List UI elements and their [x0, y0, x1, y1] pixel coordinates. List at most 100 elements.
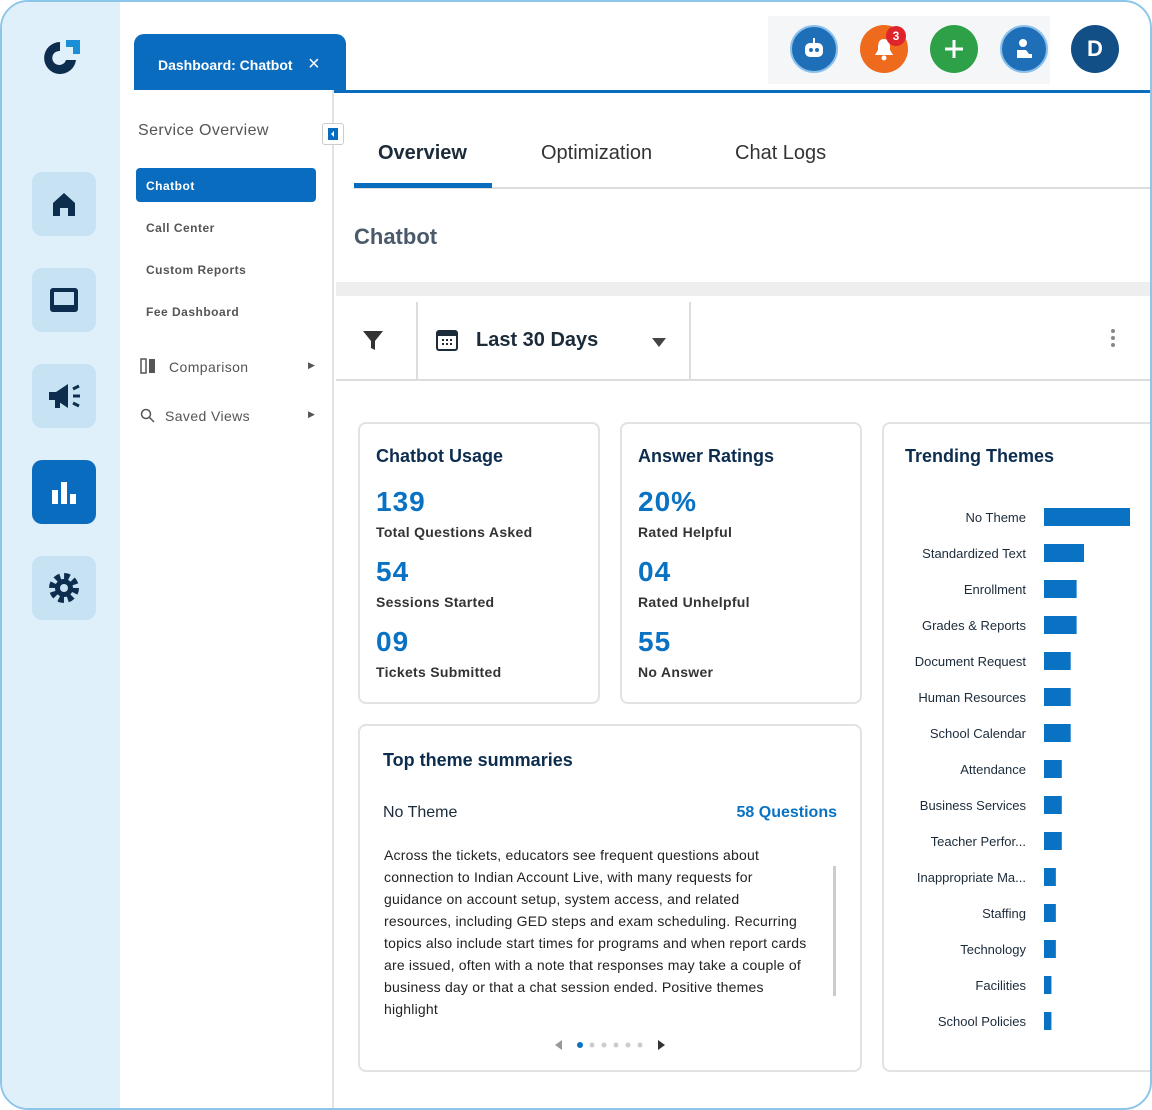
bar	[1044, 652, 1071, 670]
bar	[1044, 868, 1056, 886]
bar	[1044, 580, 1077, 598]
category-label: School Policies	[938, 1014, 1027, 1029]
side-group[interactable]: Comparison	[169, 359, 249, 375]
category-label: Inappropriate Ma...	[917, 870, 1026, 885]
metric-value: 20%	[638, 486, 698, 517]
side-item[interactable]: Chatbot	[136, 168, 316, 202]
bar	[1044, 724, 1071, 742]
metric-value: 09	[376, 626, 410, 657]
logo	[44, 40, 80, 74]
trending-card: Trending Themes No Theme Standardized Tex…	[882, 422, 1150, 1072]
metric-value: 55	[638, 626, 672, 657]
tabs-rule	[354, 187, 1150, 189]
theme-count: 58 Questions	[736, 804, 837, 821]
filter-icon[interactable]	[362, 330, 386, 352]
usage-card: Chatbot Usage 139 Total Questions Asked …	[358, 422, 600, 704]
search-icon	[140, 408, 155, 423]
screen-button[interactable]	[32, 268, 96, 332]
bar	[1044, 688, 1071, 706]
nav-rail	[2, 2, 120, 1108]
side-panel: Service Overview Chatbot Call Center Cus…	[120, 90, 334, 1108]
metric-label: No Answer	[638, 664, 714, 680]
expand-arrow[interactable]: ▶	[308, 409, 315, 419]
date-range[interactable]: Last 30 Days	[476, 329, 599, 351]
category-label: Business Services	[920, 798, 1027, 813]
category-label: School Calendar	[930, 726, 1027, 741]
divider	[689, 302, 691, 380]
category-label: Attendance	[960, 762, 1026, 777]
settings-button[interactable]	[32, 556, 96, 620]
bar	[1044, 940, 1056, 958]
category-label: No Theme	[966, 510, 1026, 525]
tab-label: Dashboard: Chatbot	[158, 57, 293, 73]
bar	[1044, 1012, 1052, 1030]
support-button[interactable]	[1000, 25, 1048, 73]
category-label: Teacher Perfor...	[931, 834, 1026, 849]
header-rule	[120, 90, 1150, 93]
side-group[interactable]: Saved Views	[165, 408, 251, 424]
card-title: Chatbot Usage	[376, 446, 504, 466]
dropdown-arrow[interactable]	[652, 338, 666, 348]
collapse-button[interactable]	[322, 123, 344, 145]
metric-label: Total Questions Asked	[376, 524, 533, 540]
divider	[416, 302, 418, 380]
bar	[1044, 832, 1062, 850]
category-label: Grades & Reports	[922, 618, 1027, 633]
calendar-icon	[436, 330, 458, 351]
summary-card: Top theme summaries No Theme 58 Question…	[358, 724, 862, 1072]
expand-arrow[interactable]: ▶	[308, 360, 315, 370]
category-label: Staffing	[982, 906, 1026, 921]
comparison-icon	[140, 358, 155, 374]
tab[interactable]: Overview	[378, 142, 467, 164]
close-icon[interactable]: ×	[308, 53, 320, 75]
announce-button[interactable]	[32, 364, 96, 428]
side-title: Service Overview	[138, 122, 269, 139]
side-item[interactable]: Fee Dashboard	[146, 305, 240, 319]
chart: No Theme Standardized Text Enrollment Grade…	[915, 508, 1130, 1030]
category-label: Technology	[960, 942, 1026, 957]
metric-label: Tickets Submitted	[376, 664, 502, 680]
bar	[1044, 616, 1077, 634]
category-label: Standardized Text	[922, 546, 1026, 561]
bar	[1044, 796, 1062, 814]
chart-title: Trending Themes	[905, 446, 1055, 466]
metric-label: Rated Helpful	[638, 524, 733, 540]
card-title: Top theme summaries	[383, 750, 573, 770]
bar	[1044, 976, 1052, 994]
avatar[interactable]: D	[1071, 25, 1119, 73]
summary-text: Across the tickets, educators see freque…	[384, 847, 807, 1017]
bar	[1044, 508, 1130, 526]
tab[interactable]: Optimization	[541, 142, 653, 164]
side-item[interactable]: Custom Reports	[146, 263, 247, 277]
category-label: Enrollment	[964, 582, 1027, 597]
dashboard-tab[interactable]: Dashboard: Chatbot ×	[134, 34, 346, 92]
metric-value: 139	[376, 486, 426, 517]
bar	[1044, 904, 1056, 922]
page-title: Chatbot	[354, 224, 438, 249]
side-item[interactable]: Call Center	[146, 221, 215, 235]
bar	[1044, 544, 1085, 562]
home-button[interactable]	[32, 172, 96, 236]
reports-button[interactable]	[32, 460, 96, 524]
card-title: Answer Ratings	[638, 446, 775, 466]
scrollbar	[833, 866, 836, 996]
tab-underline	[354, 183, 492, 188]
category-label: Human Resources	[918, 690, 1026, 705]
more-button[interactable]	[1110, 328, 1116, 350]
category-label: Facilities	[975, 978, 1026, 993]
filter-bar: Last 30 Days	[336, 296, 1150, 381]
notification-badge: 3	[886, 26, 906, 46]
theme-name: No Theme	[383, 804, 458, 821]
metric-value: 04	[638, 556, 672, 587]
metric-label: Sessions Started	[376, 594, 495, 610]
ratings-card: Answer Ratings 20% Rated Helpful 04 Rate…	[620, 422, 862, 704]
separator	[336, 282, 1150, 296]
bot-button[interactable]	[790, 25, 838, 73]
pager[interactable]	[550, 1038, 670, 1052]
add-button[interactable]	[930, 25, 978, 73]
bar	[1044, 760, 1062, 778]
tab[interactable]: Chat Logs	[735, 142, 827, 164]
metric-label: Rated Unhelpful	[638, 594, 750, 610]
category-label: Document Request	[915, 654, 1027, 669]
